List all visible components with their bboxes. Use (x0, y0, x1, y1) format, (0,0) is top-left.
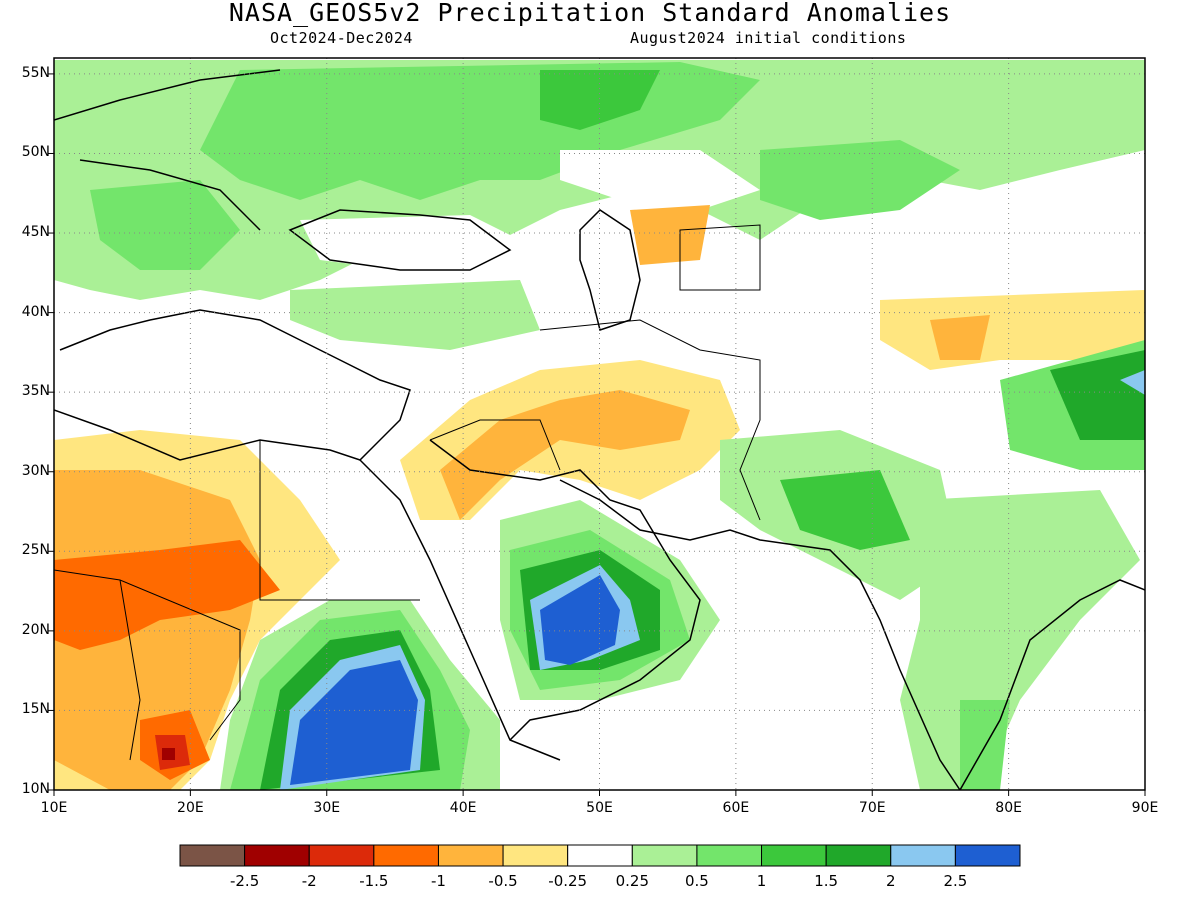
map-title: NASA_GEOS5v2 Precipitation Standard Anom… (228, 0, 952, 27)
wet-region-pakistan-core (780, 470, 910, 550)
wet-region-turkey (290, 280, 540, 350)
colorbar-swatch (308, 844, 375, 867)
colorbar-swatch (631, 844, 698, 867)
wet-region-north-strong (540, 70, 660, 130)
neutral-caspian-black-sea (300, 215, 520, 270)
lat-label: 20N (21, 621, 50, 638)
dry-region-hindukush-core (930, 315, 990, 360)
forecast-period: Oct2024-Dec2024 (270, 29, 413, 47)
colorbar-label: -2.5 (229, 872, 260, 890)
initial-conditions: August2024 initial conditions (630, 29, 907, 47)
neutral-kazakh (560, 150, 760, 210)
colorbar-swatch (502, 844, 569, 867)
lon-label: 30E (313, 800, 341, 816)
lat-label: 35N (21, 383, 50, 400)
colorbar-label: -0.25 (548, 872, 588, 890)
lat-label: 15N (21, 701, 50, 718)
lat-label: 55N (21, 64, 50, 81)
colorbar-label: 0.5 (684, 872, 709, 890)
very-wet-tibet (1120, 370, 1145, 395)
lat-label: 25N (21, 542, 50, 559)
colorbar-swatch (696, 844, 763, 867)
colorbar-label: -0.5 (488, 872, 518, 890)
anomaly-field (54, 58, 1145, 790)
very-wet-sudan (290, 660, 418, 785)
colorbar-label: -1.5 (359, 872, 389, 890)
lon-label: 40E (449, 800, 477, 816)
lon-label: 60E (722, 800, 750, 816)
very-wet-arabia (540, 575, 620, 665)
dry-region-aral (630, 205, 710, 265)
lat-label: 50N (21, 144, 50, 161)
dry-region-sahara-strong (54, 540, 280, 650)
colorbar-swatch (890, 844, 956, 867)
colorbar-swatch (825, 844, 892, 867)
axis-ticks (48, 73, 1146, 796)
lon-label: 70E (858, 800, 886, 816)
colorbar-swatch (244, 844, 310, 867)
colorbar-swatch (179, 844, 246, 867)
colorbar-swatch (954, 844, 1021, 867)
colorbar-label: 0.25 (615, 872, 649, 890)
lat-label: 30N (21, 462, 50, 479)
wet-region-central-asia (760, 140, 960, 220)
borders (54, 224, 761, 761)
lon-label: 90E (1131, 800, 1159, 816)
colorbar-swatch (761, 844, 827, 867)
colorbar-swatch (373, 844, 439, 867)
lat-label: 45N (21, 224, 50, 241)
dry-region-chad-peak (162, 748, 175, 760)
dry-region-mideast-core (440, 390, 690, 520)
lon-label: 80E (995, 800, 1022, 816)
wet-region-tibet-strong (1050, 350, 1145, 440)
colorbar-label: 2.5 (943, 872, 968, 890)
colorbar-label: 2 (885, 872, 896, 890)
lon-label: 20E (177, 800, 204, 816)
colorbar-label: 1.5 (814, 872, 839, 890)
colorbar-swatch (437, 844, 504, 867)
colorbar (179, 844, 1021, 867)
lat-label: 40N (21, 303, 50, 320)
colorbar-label: 1 (756, 872, 767, 890)
lon-label: 10E (40, 800, 68, 816)
lat-label: 10N (21, 781, 50, 797)
lon-label: 50E (586, 800, 613, 816)
wet-region-balkans (90, 180, 240, 270)
colorbar-swatch (567, 844, 633, 867)
colorbar-label: -1 (430, 872, 446, 890)
colorbar-label: -2 (301, 872, 317, 890)
